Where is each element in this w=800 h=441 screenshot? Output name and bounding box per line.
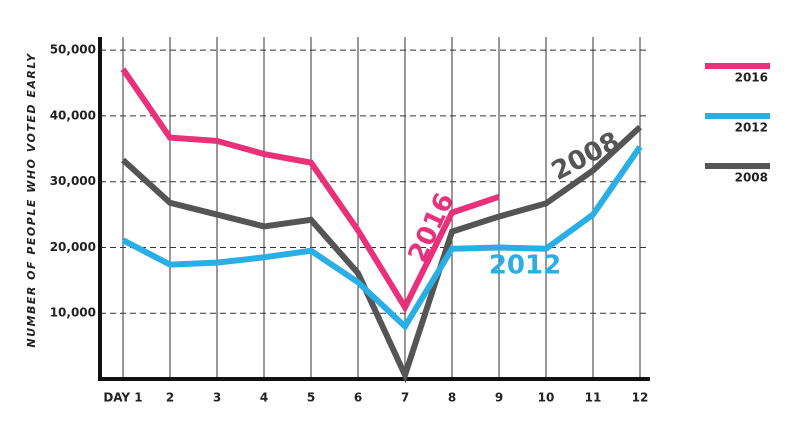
y-tick-label: 40,000 xyxy=(50,108,96,122)
x-tick-label: 6 xyxy=(354,391,362,405)
x-tick-label: 12 xyxy=(632,391,649,405)
y-tick-label: 20,000 xyxy=(50,240,96,254)
x-tick-label: 5 xyxy=(307,391,315,405)
y-axis-label: NUMBER OF PEOPLE WHO VOTED EARLY xyxy=(25,52,38,347)
y-tick-label: 50,000 xyxy=(50,43,96,57)
legend-label: 2016 xyxy=(735,71,768,85)
series-line xyxy=(121,145,643,332)
x-tick-label: 8 xyxy=(448,391,456,405)
series-line xyxy=(120,67,500,314)
x-tick-label: 9 xyxy=(495,391,503,405)
x-tick-label: 3 xyxy=(213,391,221,405)
legend-label: 2008 xyxy=(735,171,768,185)
x-tick-label: 11 xyxy=(585,391,602,405)
x-tick-label: 7 xyxy=(401,391,409,405)
series-line xyxy=(120,124,643,384)
y-tick-label: 10,000 xyxy=(50,306,96,320)
x-tick-label: 10 xyxy=(538,391,555,405)
x-tick-label: 4 xyxy=(260,391,268,405)
legend-label: 2012 xyxy=(735,121,768,135)
annotation: 2012 xyxy=(489,251,561,281)
y-tick-label: 30,000 xyxy=(50,174,96,188)
x-tick-label: 2 xyxy=(166,391,174,405)
x-tick-label: DAY 1 xyxy=(103,391,142,405)
